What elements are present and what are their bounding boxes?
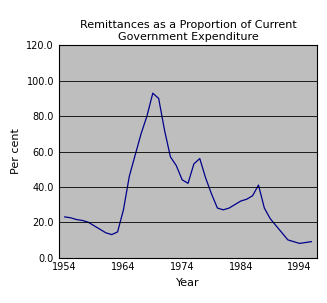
X-axis label: Year: Year [176,278,200,288]
Title: Remittances as a Proportion of Current
Government Expenditure: Remittances as a Proportion of Current G… [80,20,296,42]
Y-axis label: Per cent: Per cent [11,128,21,175]
